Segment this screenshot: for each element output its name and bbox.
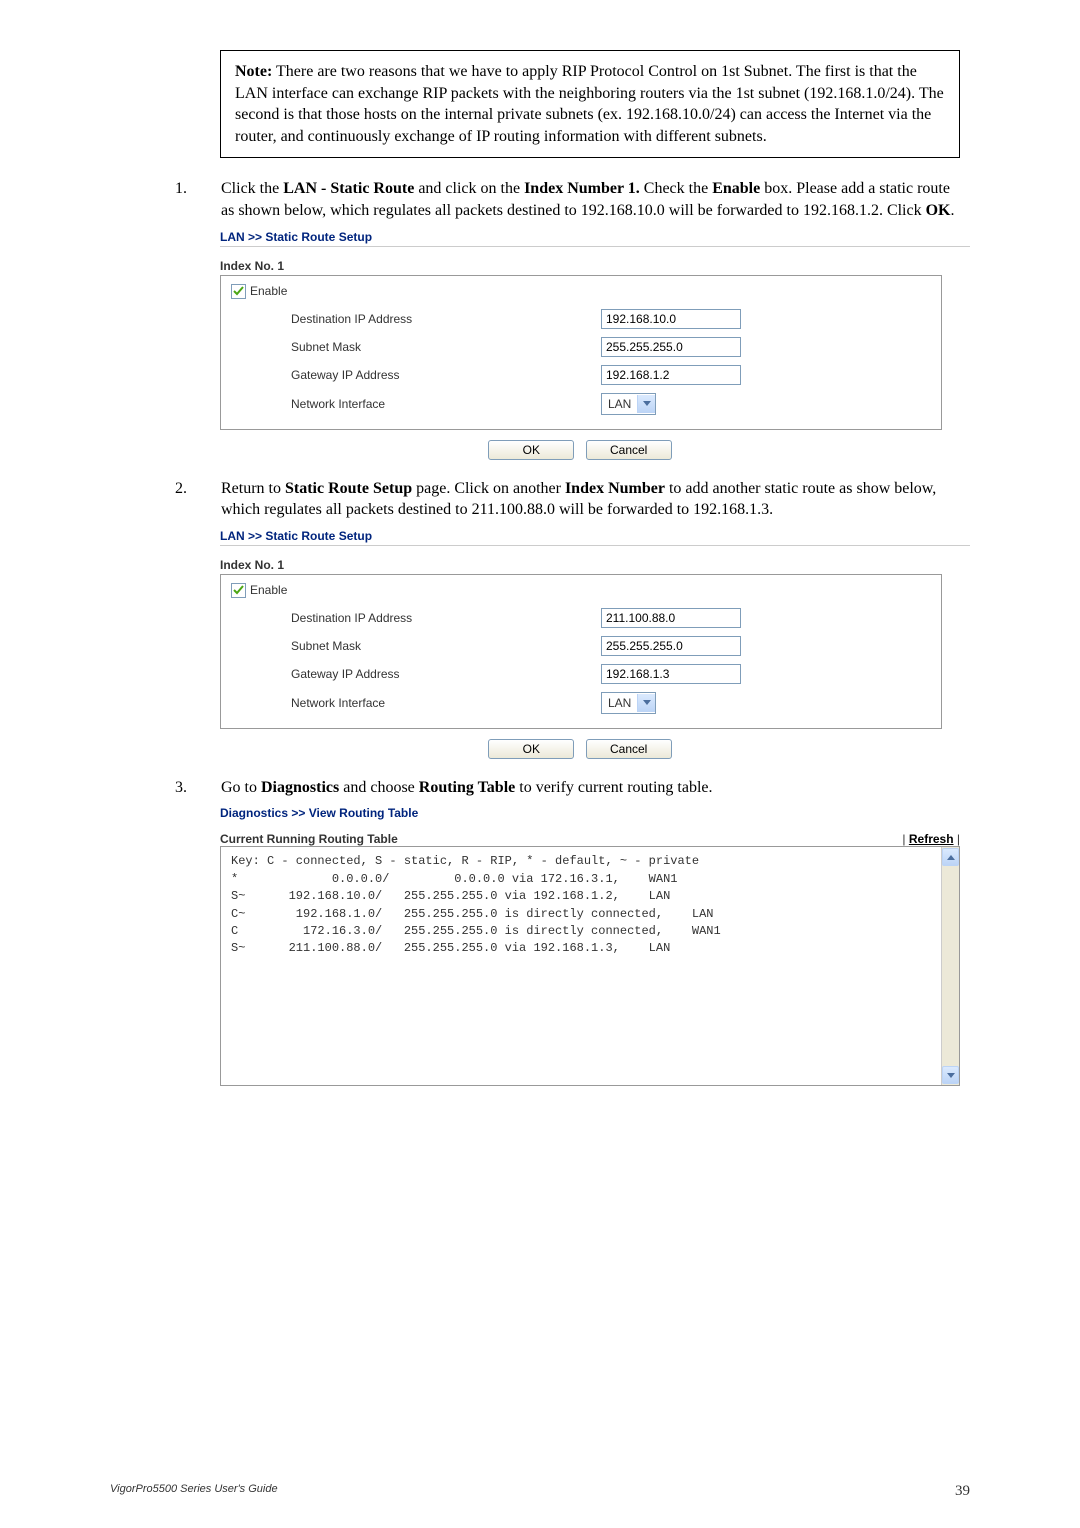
step-2-num: 2. [175,478,217,500]
cancel-button-2[interactable]: Cancel [586,739,672,759]
panel-1-index-title: Index No. 1 [220,259,970,273]
step-3-b1: Diagnostics [261,779,339,796]
mask-input-1[interactable] [601,337,741,357]
step-1-body: Click the LAN - Static Route and click o… [221,178,961,221]
page-footer: VigorPro5500 Series User's Guide 39 [110,1483,970,1500]
enable-label-1: Enable [250,284,287,298]
routing-table-box: Key: C - connected, S - static, R - RIP,… [220,846,960,1086]
step-1-num: 1. [175,178,217,200]
scroll-down-icon[interactable] [942,1066,959,1084]
iface-select-2[interactable]: LAN [601,692,656,714]
chevron-down-icon [637,395,655,413]
enable-checkbox-1[interactable] [231,284,246,299]
step-1-b2: Index Number 1. [524,180,640,197]
step-3-text-a: Go to [221,779,261,796]
enable-checkbox-2[interactable] [231,583,246,598]
footer-left: VigorPro5500 Series User's Guide [110,1483,278,1500]
cancel-button-1[interactable]: Cancel [586,440,672,460]
scroll-up-icon[interactable] [942,848,959,866]
static-route-panel-2: LAN >> Static Route Setup Index No. 1 En… [220,529,970,759]
step-3-text-c: to verify current routing table. [515,779,712,796]
iface-select-1[interactable]: LAN [601,393,656,415]
diagnostics-panel: Diagnostics >> View Routing Table Curren… [220,806,970,1086]
dest-input-1[interactable] [601,309,741,329]
step-3: 3. Go to Diagnostics and choose Routing … [175,777,970,799]
gw-label-2: Gateway IP Address [231,667,601,681]
step-1-text-e: . [951,202,955,219]
step-3-body: Go to Diagnostics and choose Routing Tab… [221,777,961,799]
gw-input-1[interactable] [601,365,741,385]
refresh-wrap: | Refresh | [902,832,960,846]
step-1-text-a: Click the [221,180,283,197]
step-2: 2. Return to Static Route Setup page. Cl… [175,478,970,521]
ok-button-2[interactable]: OK [488,739,574,759]
diag-subtitle: Current Running Routing Table [220,832,398,846]
panel-2-index-title: Index No. 1 [220,558,970,572]
gw-label-1: Gateway IP Address [231,368,601,382]
step-2-body: Return to Static Route Setup page. Click… [221,478,961,521]
panel-1-title: LAN >> Static Route Setup [220,230,970,247]
check-icon [233,585,244,596]
refresh-link[interactable]: Refresh [909,832,954,846]
iface-value-1: LAN [602,397,637,411]
step-1-b3: Enable [712,180,760,197]
step-3-num: 3. [175,777,217,799]
iface-label-1: Network Interface [231,397,601,411]
step-2-text-b: page. Click on another [412,480,565,497]
gw-input-2[interactable] [601,664,741,684]
step-1-text-b: and click on the [414,180,524,197]
note-label: Note: [235,63,272,80]
ok-button-1[interactable]: OK [488,440,574,460]
diag-title: Diagnostics >> View Routing Table [220,806,970,820]
note-box: Note: There are two reasons that we have… [220,50,960,158]
panel-2-title: LAN >> Static Route Setup [220,529,970,546]
step-3-text-b: and choose [339,779,419,796]
step-1-b1: LAN - Static Route [283,180,414,197]
scrollbar[interactable] [941,847,959,1085]
dest-label-1: Destination IP Address [231,312,601,326]
routing-table-content: Key: C - connected, S - static, R - RIP,… [221,847,955,963]
step-2-text-a: Return to [221,480,285,497]
step-1-text-c: Check the [640,180,712,197]
dest-label-2: Destination IP Address [231,611,601,625]
mask-label-1: Subnet Mask [231,340,601,354]
footer-page-number: 39 [955,1483,970,1500]
note-text: There are two reasons that we have to ap… [235,63,944,145]
panel-2-box: Enable Destination IP Address Subnet Mas… [220,574,942,729]
iface-label-2: Network Interface [231,696,601,710]
panel-1-box: Enable Destination IP Address Subnet Mas… [220,275,942,430]
mask-input-2[interactable] [601,636,741,656]
step-2-b2: Index Number [565,480,665,497]
enable-label-2: Enable [250,583,287,597]
dest-input-2[interactable] [601,608,741,628]
static-route-panel-1: LAN >> Static Route Setup Index No. 1 En… [220,230,970,460]
chevron-down-icon [637,694,655,712]
mask-label-2: Subnet Mask [231,639,601,653]
iface-value-2: LAN [602,696,637,710]
step-3-b2: Routing Table [419,779,515,796]
step-1: 1. Click the LAN - Static Route and clic… [175,178,970,221]
step-2-b1: Static Route Setup [285,480,412,497]
step-1-b4: OK [926,202,951,219]
check-icon [233,286,244,297]
